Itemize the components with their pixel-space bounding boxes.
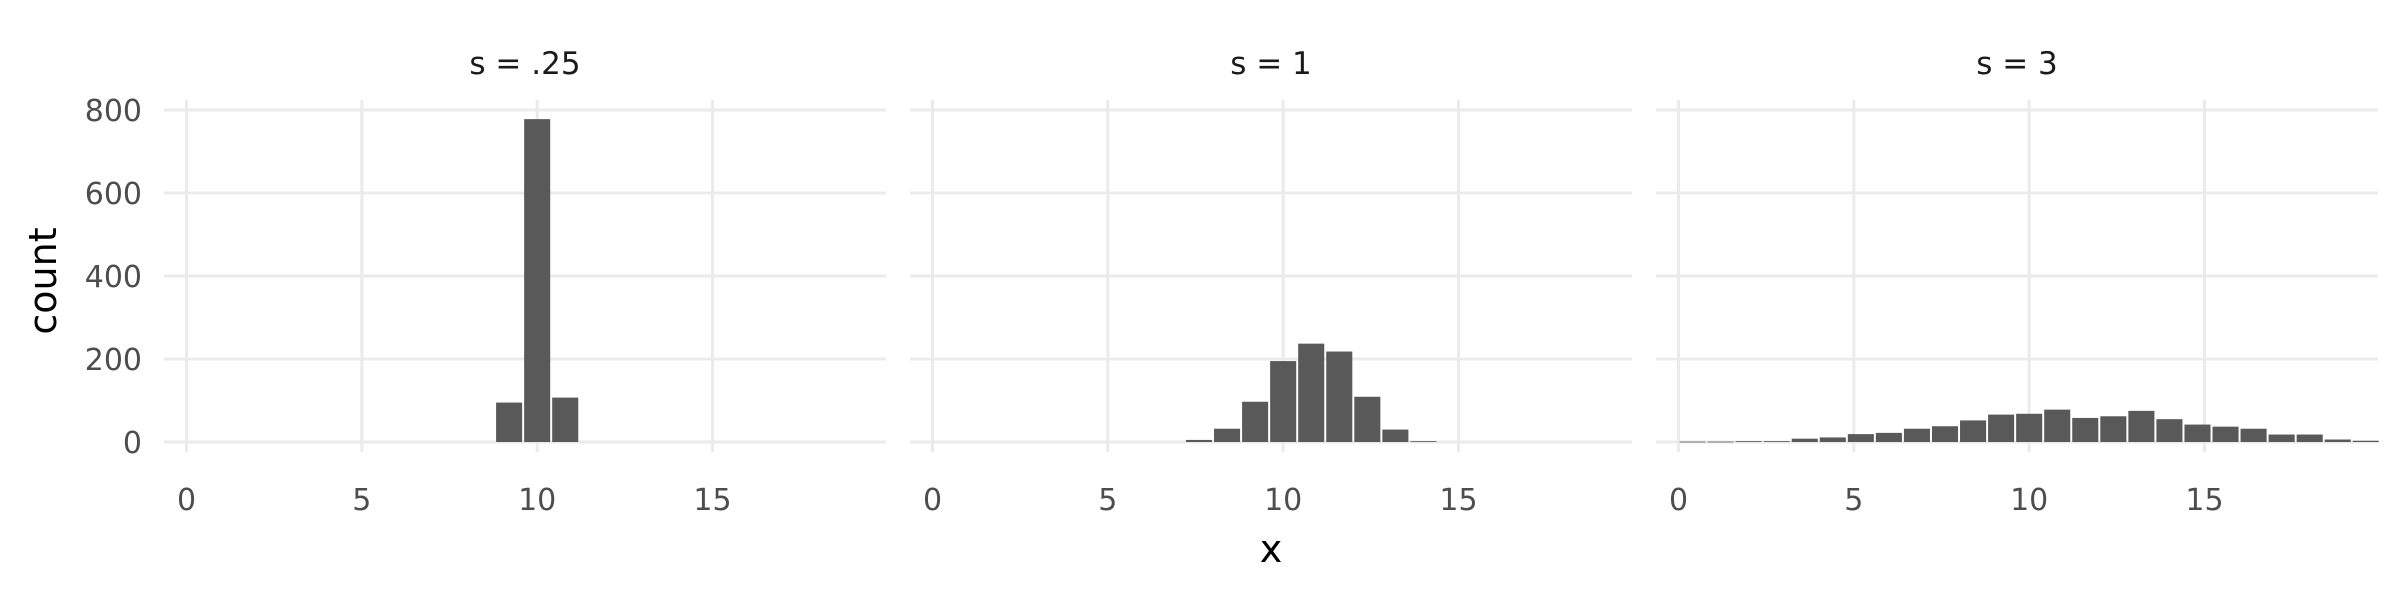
histogram-bar: [2044, 409, 2071, 442]
facet-panel: s = .25 0 5 10 15 0 200 400 600 800: [85, 46, 886, 518]
histogram-bar: [1242, 401, 1269, 442]
histogram-bar: [524, 119, 551, 442]
histogram-bar: [1791, 438, 1818, 442]
x-tick-label: 5: [352, 483, 371, 518]
histogram-bar: [1410, 441, 1437, 442]
histogram-bar: [1270, 361, 1297, 442]
histogram-bar: [1763, 441, 1790, 442]
histogram-bar: [496, 402, 523, 442]
histogram-bar: [1988, 414, 2015, 442]
y-axis-title: count: [21, 227, 65, 334]
histogram-bar: [2184, 424, 2211, 442]
histogram-bar: [2156, 419, 2183, 442]
histogram-bar: [2240, 428, 2267, 442]
x-tick-label: 15: [1439, 483, 1477, 518]
facet-panel: s = 3 0 5 10 15: [1656, 46, 2379, 518]
x-tick-label: 0: [923, 483, 942, 518]
x-axis-title: x: [1260, 527, 1283, 571]
histogram-bar: [1185, 439, 1213, 442]
histogram-bar: [1707, 441, 1734, 443]
x-tick-label: 0: [1669, 483, 1688, 518]
y-tick-label: 600: [85, 177, 142, 212]
histogram-bar: [552, 397, 579, 442]
y-tick-label: 400: [85, 260, 142, 295]
x-tick-label: 5: [1844, 483, 1863, 518]
histogram-bar: [2324, 439, 2351, 442]
y-tick-label: 200: [85, 343, 142, 378]
histogram-bar: [2016, 413, 2043, 442]
histogram-bar: [1735, 441, 1762, 442]
histogram-bar: [1847, 434, 1874, 442]
facet-title: s = 3: [1976, 46, 2058, 82]
y-tick-label: 0: [123, 426, 142, 461]
histogram-bar: [2072, 417, 2099, 442]
histogram-bar: [1298, 343, 1325, 442]
facet-panel: s = 1 0 5 10 15: [910, 46, 1632, 518]
histogram-bar: [2128, 410, 2155, 442]
histogram-bar: [2100, 416, 2127, 442]
facet-title: s = 1: [1230, 46, 1312, 82]
histogram-bar: [2212, 426, 2239, 442]
y-tick-label: 800: [85, 94, 142, 129]
histogram-bar: [2296, 434, 2323, 442]
x-tick-label: 5: [1098, 483, 1117, 518]
x-tick-label: 10: [2010, 483, 2048, 518]
histogram-bar: [1931, 426, 1959, 442]
histogram-bar: [1354, 396, 1381, 442]
x-tick-label: 0: [177, 483, 196, 518]
histogram-bar: [1903, 428, 1930, 442]
histogram-bar: [1960, 420, 1987, 442]
histogram-bar: [1819, 437, 1846, 442]
histogram-bar: [1214, 428, 1241, 442]
histogram-bar: [1679, 441, 1706, 443]
histogram-bar: [2352, 440, 2379, 442]
histogram-bar: [1326, 351, 1353, 442]
facet-title: s = .25: [469, 46, 580, 82]
histogram-bar: [2268, 434, 2295, 442]
x-tick-label: 15: [693, 483, 731, 518]
x-tick-label: 10: [1264, 483, 1302, 518]
x-tick-label: 15: [2185, 483, 2223, 518]
histogram-bar: [1875, 432, 1902, 442]
histogram-bar: [1382, 429, 1409, 442]
x-tick-label: 10: [518, 483, 556, 518]
